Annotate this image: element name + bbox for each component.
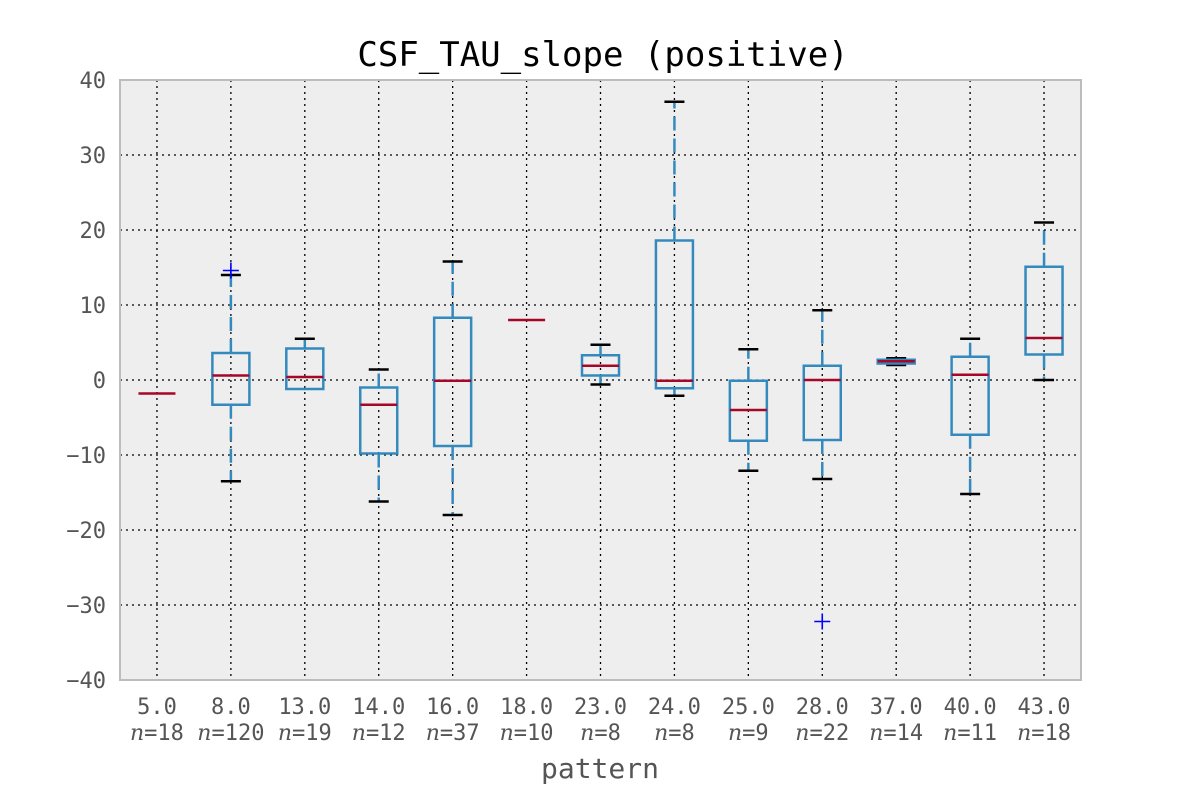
y-tick-label: 20	[80, 219, 107, 244]
y-tick-label: −30	[66, 594, 106, 619]
x-tick-label: 40.0	[944, 695, 997, 720]
x-tick-label: 28.0	[796, 695, 849, 720]
x-tick-label: 16.0	[426, 695, 479, 720]
box-25.0	[728, 348, 769, 472]
count-label: n=14	[869, 721, 923, 746]
plot-frame	[119, 79, 1082, 681]
box-23.0	[580, 343, 621, 386]
box-40.0	[950, 337, 990, 496]
box-13.0	[285, 337, 325, 391]
x-tick-label: 23.0	[574, 695, 627, 720]
box-16.0	[432, 260, 473, 517]
box-iqr	[802, 364, 843, 442]
count-label: n=18	[1017, 721, 1071, 746]
chart-title: CSF_TAU_slope (positive)	[357, 35, 848, 75]
box-28.0	[802, 309, 843, 630]
count-label: n=9	[728, 721, 769, 746]
count-label: n=11	[943, 721, 997, 746]
x-tick-label: 24.0	[648, 695, 701, 720]
count-label: n=10	[500, 721, 554, 746]
x-tick-label: 25.0	[722, 695, 775, 720]
y-tick-label: 40	[80, 69, 107, 94]
box-iqr	[654, 239, 695, 390]
count-label: n=18	[130, 721, 184, 746]
box-iqr	[211, 351, 251, 406]
y-axis-ticks: −40 −30 −20 −10 0 10 20 30 40	[66, 69, 106, 694]
box-iqr	[1024, 265, 1064, 356]
outlier-point	[814, 613, 831, 630]
y-tick-label: 10	[80, 294, 107, 319]
y-tick-label: −20	[66, 519, 106, 544]
count-label: n=12	[352, 721, 406, 746]
count-label: n=37	[426, 721, 480, 746]
count-label: n=19	[278, 721, 332, 746]
x-tick-label: 13.0	[278, 695, 331, 720]
outlier-point	[222, 262, 239, 279]
x-tick-label: 8.0	[211, 695, 251, 720]
y-tick-label: 0	[93, 369, 106, 394]
box-iqr	[950, 355, 990, 436]
count-label: n=120	[197, 721, 264, 746]
count-label: n=8	[654, 721, 695, 746]
x-axis-ticks: 5.0n=188.0n=12013.0n=1914.0n=1216.0n=371…	[130, 695, 1071, 746]
count-label: n=8	[580, 721, 621, 746]
boxes	[138, 100, 1064, 630]
x-tick-label: 14.0	[352, 695, 405, 720]
y-tick-label: 30	[80, 144, 107, 169]
y-tick-label: −40	[66, 669, 106, 694]
box-37.0	[876, 357, 916, 367]
y-tick-label: −10	[66, 444, 106, 469]
x-axis-label: pattern	[541, 752, 659, 785]
box-iqr	[285, 347, 325, 391]
x-tick-label: 5.0	[137, 695, 177, 720]
box-43.0	[1024, 221, 1064, 382]
x-tick-label: 37.0	[870, 695, 923, 720]
x-tick-label: 43.0	[1018, 695, 1071, 720]
box-8.0	[211, 262, 251, 483]
count-label: n=22	[795, 721, 849, 746]
box-iqr	[358, 386, 399, 455]
box-24.0	[654, 100, 695, 397]
box-14.0	[358, 368, 399, 503]
x-tick-label: 18.0	[500, 695, 553, 720]
